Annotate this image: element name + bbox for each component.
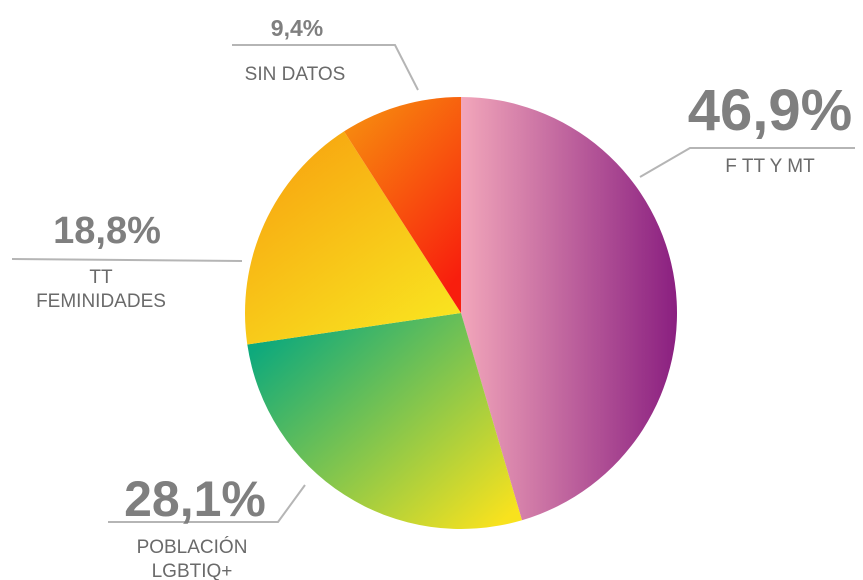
leader-line xyxy=(11,258,243,262)
category-label: POBLACIÓN LGBTIQ+ xyxy=(137,536,248,580)
pie-slice xyxy=(344,97,461,313)
leader-line xyxy=(108,484,306,523)
value-label: 28,1% xyxy=(124,471,266,527)
category-label: TT FEMINIDADES xyxy=(36,267,166,312)
pie-slice xyxy=(245,131,461,345)
category-label: SIN DATOS xyxy=(245,64,346,85)
leader-line xyxy=(639,147,855,178)
category-label: F TT Y MT xyxy=(725,156,815,177)
pie-slice xyxy=(461,97,677,521)
value-label: 9,4% xyxy=(271,15,323,41)
value-label: 46,9% xyxy=(688,78,852,143)
value-label: 18,8% xyxy=(53,210,161,252)
leader-line xyxy=(232,44,419,91)
pie-slice xyxy=(247,313,522,529)
